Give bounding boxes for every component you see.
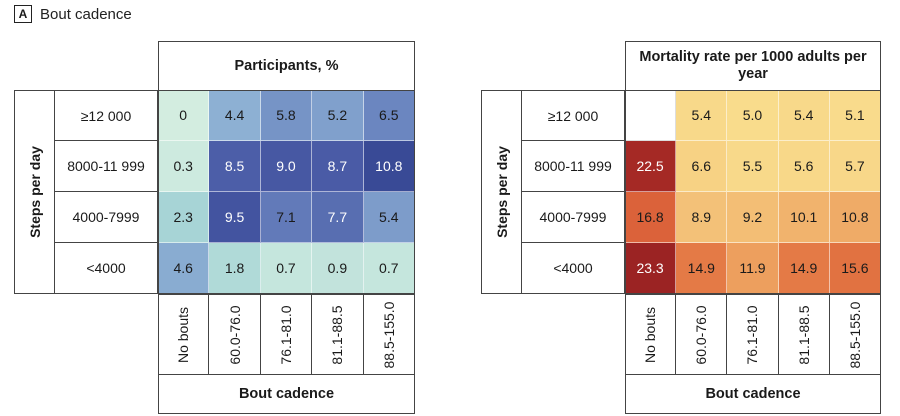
column-label-text: 81.1-88.5 xyxy=(795,304,812,365)
heatmap-title-box: Participants, % xyxy=(158,41,415,91)
heatmap-cell: 2.3 xyxy=(158,192,210,243)
panel-title: Bout cadence xyxy=(40,5,132,23)
column-label-text: No bouts xyxy=(642,306,659,363)
heatmap-cell: 5.2 xyxy=(312,90,364,141)
heatmap-cell: 10.8 xyxy=(363,141,415,192)
heatmap-cell: 5.4 xyxy=(676,90,728,141)
mortality-heatmap: Mortality rate per 1000 adults per year … xyxy=(481,41,881,415)
heatmap-cell: 8.7 xyxy=(312,141,364,192)
heatmap-cell: 10.8 xyxy=(829,192,881,243)
row-label: 4000-7999 xyxy=(54,192,158,243)
participants-heatmap: Participants, % Steps per day ≥12 000 800… xyxy=(14,41,415,415)
panel-letter: A xyxy=(14,5,32,23)
row-label: ≥12 000 xyxy=(54,90,158,141)
heatmap-cell: 5.6 xyxy=(778,141,830,192)
heatmap-cell: 7.7 xyxy=(312,192,364,243)
heatmap-cell: 5.1 xyxy=(829,90,881,141)
heatmap-cell: 8.9 xyxy=(676,192,728,243)
y-axis-label: Steps per day xyxy=(27,146,43,238)
column-label: 60.0-76.0 xyxy=(209,295,261,374)
column-label: No bouts xyxy=(158,295,210,374)
row-label: 8000-11 999 xyxy=(54,141,158,192)
heatmap-cell: 9.5 xyxy=(209,192,261,243)
heatmap-cell: 5.4 xyxy=(778,90,830,141)
heatmap-grid: ≥12 000 8000-11 999 4000-7999 <4000 0 4.4 5.8 5… xyxy=(54,90,415,294)
heatmap-cell: 11.9 xyxy=(727,243,779,294)
column-label: 88.5-155.0 xyxy=(364,295,415,374)
heatmap-cell: 0.3 xyxy=(158,141,210,192)
column-label-text: 81.1-88.5 xyxy=(329,304,346,365)
heatmap-title: Mortality rate per 1000 adults per year xyxy=(639,49,867,82)
heatmap-cell: 5.0 xyxy=(727,90,779,141)
heatmap-cell: 9.0 xyxy=(260,141,313,192)
column-labels: No bouts 60.0-76.0 76.1-81.0 81.1-88.5 88.5-… xyxy=(625,294,881,374)
x-axis-label: Bout cadence xyxy=(158,374,415,414)
heatmap-title: Participants, % xyxy=(234,57,339,74)
heatmap-cell: 5.8 xyxy=(260,90,313,141)
column-label: 76.1-81.0 xyxy=(261,295,313,374)
column-label: 81.1-88.5 xyxy=(312,295,364,374)
heatmap-cell: 0.7 xyxy=(363,243,415,294)
heatmap-cell: 8.5 xyxy=(209,141,261,192)
heatmap-cell: 5.4 xyxy=(363,192,415,243)
heatmap-title-box: Mortality rate per 1000 adults per year xyxy=(625,41,881,91)
column-label-text: 76.1-81.0 xyxy=(744,304,761,365)
row-label: 8000-11 999 xyxy=(521,141,625,192)
row-label: 4000-7999 xyxy=(521,192,625,243)
column-label: 76.1-81.0 xyxy=(727,295,779,374)
y-axis-label-box: Steps per day xyxy=(481,90,522,294)
panel-header: A Bout cadence xyxy=(14,5,132,23)
row-label: <4000 xyxy=(54,243,158,294)
column-label: 60.0-76.0 xyxy=(676,295,728,374)
x-axis-label: Bout cadence xyxy=(625,374,881,414)
heatmap-cell: 16.8 xyxy=(625,192,677,243)
column-label-text: 60.0-76.0 xyxy=(693,304,710,365)
column-label-text: 88.5-155.0 xyxy=(381,301,398,368)
heatmap-cell: 0.9 xyxy=(312,243,364,294)
heatmap-cell: 7.1 xyxy=(260,192,313,243)
row-label: <4000 xyxy=(521,243,625,294)
heatmap-cell: 6.6 xyxy=(676,141,728,192)
column-label-text: 76.1-81.0 xyxy=(277,304,294,365)
heatmap-cell: 0 xyxy=(158,90,210,141)
heatmap-cell: 14.9 xyxy=(778,243,830,294)
row-label: ≥12 000 xyxy=(521,90,625,141)
heatmap-cell: 10.1 xyxy=(778,192,830,243)
column-label: No bouts xyxy=(625,295,677,374)
column-label-text: 60.0-76.0 xyxy=(226,304,243,365)
heatmap-cell: 15.6 xyxy=(829,243,881,294)
heatmap-cell xyxy=(625,90,677,141)
column-label-text: No bouts xyxy=(175,306,192,363)
heatmap-cell: 4.6 xyxy=(158,243,210,294)
heatmap-cell: 0.7 xyxy=(260,243,313,294)
heatmap-cell: 5.7 xyxy=(829,141,881,192)
heatmap-cell: 4.4 xyxy=(209,90,261,141)
y-axis-label: Steps per day xyxy=(494,146,510,238)
heatmap-cell: 9.2 xyxy=(727,192,779,243)
y-axis-label-box: Steps per day xyxy=(14,90,55,294)
heatmap-cell: 14.9 xyxy=(676,243,728,294)
heatmap-grid: ≥12 000 8000-11 999 4000-7999 <4000 5.4 5.0 5.… xyxy=(521,90,881,294)
heatmap-cell: 6.5 xyxy=(363,90,415,141)
heatmap-cell: 22.5 xyxy=(625,141,677,192)
column-labels: No bouts 60.0-76.0 76.1-81.0 81.1-88.5 88.5-… xyxy=(158,294,415,374)
heatmap-cell: 5.5 xyxy=(727,141,779,192)
column-label-text: 88.5-155.0 xyxy=(847,301,864,368)
column-label: 81.1-88.5 xyxy=(779,295,830,374)
heatmap-cell: 23.3 xyxy=(625,243,677,294)
heatmap-cell: 1.8 xyxy=(209,243,261,294)
column-label: 88.5-155.0 xyxy=(830,295,881,374)
